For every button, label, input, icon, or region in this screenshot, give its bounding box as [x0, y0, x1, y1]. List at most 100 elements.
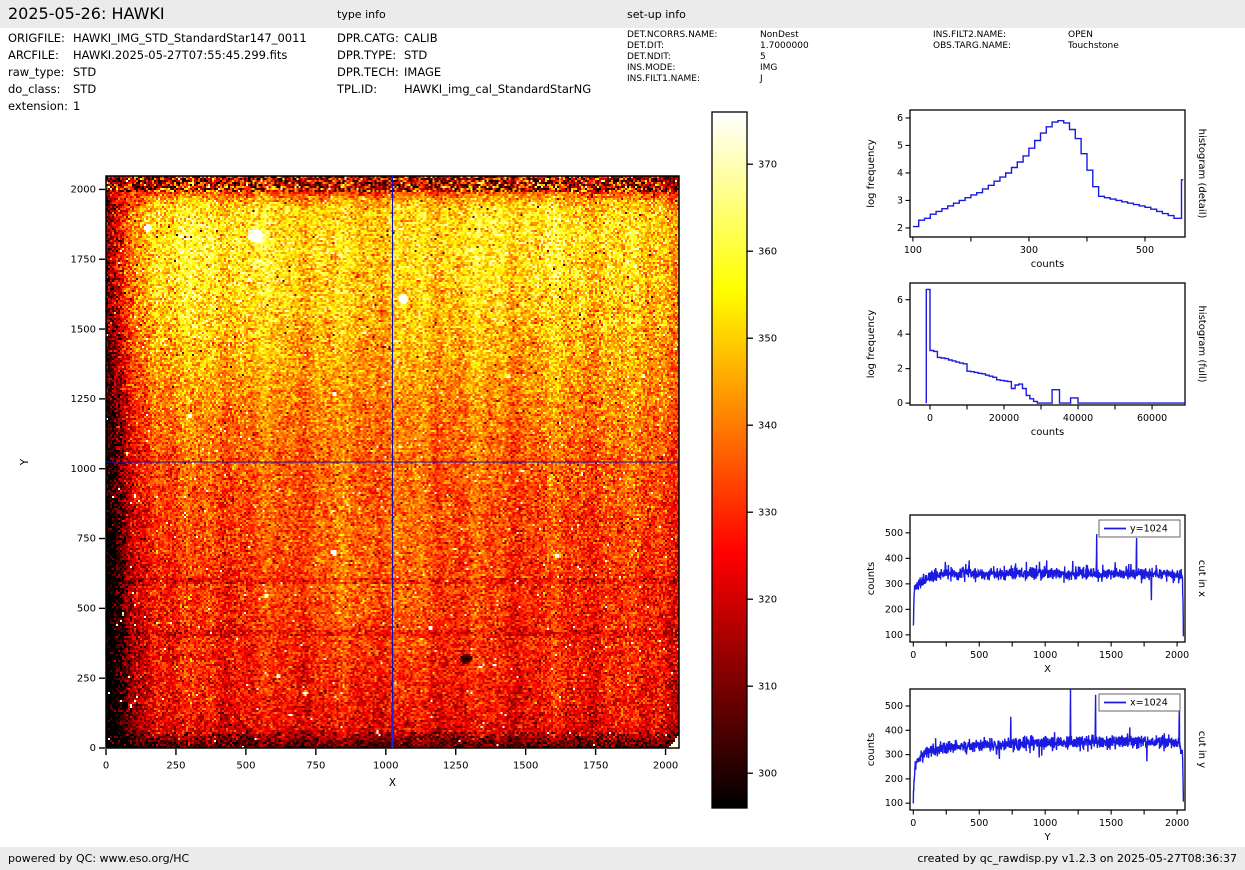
svg-text:1000: 1000: [1033, 650, 1057, 661]
info-value: STD: [73, 65, 97, 79]
info-row: DET.DIT: 1.7000000: [627, 41, 809, 52]
info-value: HAWKI_IMG_STD_StandardStar147_0011: [73, 31, 307, 45]
info-label: DPR.TYPE:: [337, 48, 397, 62]
svg-text:400: 400: [885, 725, 903, 736]
svg-text:200: 200: [885, 604, 903, 615]
svg-text:4: 4: [897, 168, 903, 179]
svg-text:1000: 1000: [71, 464, 96, 475]
svg-text:100: 100: [885, 630, 903, 641]
info-row: do_class: STD: [8, 81, 307, 98]
svg-text:2: 2: [897, 223, 903, 234]
svg-text:310: 310: [758, 681, 777, 692]
legend-cut_x: y=1024: [1098, 519, 1181, 538]
svg-text:40000: 40000: [1063, 413, 1093, 424]
info-row: extension: 1: [8, 98, 307, 115]
info-row: DET.NDIT: 5: [627, 52, 809, 63]
info-value: IMAGE: [404, 65, 442, 79]
svg-text:0: 0: [90, 743, 96, 754]
setup-info-block-1: DET.NCORRS.NAME: NonDest DET.DIT: 1.7000000…: [627, 30, 809, 85]
info-value: HAWKI_img_cal_StandardStarNG: [404, 82, 592, 96]
svg-text:counts: counts: [866, 562, 877, 595]
info-value: 1.7000000: [760, 41, 809, 51]
svg-text:60000: 60000: [1137, 413, 1167, 424]
svg-text:2000: 2000: [71, 185, 96, 196]
svg-text:300: 300: [1020, 245, 1038, 256]
svg-text:Y: Y: [1043, 832, 1051, 843]
info-value: OPEN: [1068, 30, 1093, 40]
svg-text:100: 100: [904, 245, 922, 256]
info-label: DET.NCORRS.NAME:: [627, 30, 718, 40]
type-info-block: DPR.CATG: CALIB DPR.TYPE: STD DPR.TECH: IMAGE…: [337, 30, 591, 98]
info-row: DET.NCORRS.NAME: NonDest: [627, 30, 809, 41]
svg-text:1500: 1500: [1099, 818, 1123, 829]
colorbar-gradient: [712, 112, 747, 808]
info-value: CALIB: [404, 31, 438, 45]
info-value: J: [760, 74, 763, 84]
svg-text:0: 0: [897, 398, 903, 409]
plot-hist_detail: 100 300 500 2 3 4 5 6 log frequency counts histogr…: [866, 109, 1207, 270]
info-value: Touchstone: [1068, 41, 1119, 51]
svg-text:500: 500: [970, 650, 988, 661]
svg-text:6: 6: [897, 295, 903, 306]
info-row: INS.FILT2.NAME: OPEN: [933, 30, 1119, 41]
svg-text:0: 0: [910, 818, 916, 829]
svg-text:2000: 2000: [1165, 818, 1189, 829]
info-label: ARCFILE:: [8, 48, 59, 62]
svg-text:500: 500: [970, 818, 988, 829]
svg-text:0: 0: [103, 761, 109, 772]
svg-text:1750: 1750: [583, 761, 608, 772]
info-row: INS.FILT1.NAME: J: [627, 74, 809, 85]
info-row: INS.MODE: IMG: [627, 63, 809, 74]
info-label: DET.NDIT:: [627, 52, 671, 62]
svg-text:250: 250: [77, 673, 96, 684]
svg-text:500: 500: [885, 701, 903, 712]
info-label: ORIGFILE:: [8, 31, 65, 45]
info-value: STD: [73, 82, 97, 96]
svg-text:6: 6: [897, 113, 903, 124]
svg-text:X: X: [389, 777, 396, 789]
svg-text:500: 500: [77, 604, 96, 615]
info-row: raw_type: STD: [8, 64, 307, 81]
svg-text:1500: 1500: [1099, 650, 1123, 661]
svg-text:log frequency: log frequency: [866, 139, 877, 208]
svg-text:20000: 20000: [989, 413, 1019, 424]
svg-text:500: 500: [1136, 245, 1154, 256]
svg-text:1750: 1750: [71, 254, 96, 265]
svg-text:histogram (detail): histogram (detail): [1196, 129, 1207, 219]
svg-text:5: 5: [897, 141, 903, 152]
svg-text:y=1024: y=1024: [1130, 524, 1168, 535]
svg-text:370: 370: [758, 159, 777, 170]
svg-text:1500: 1500: [71, 324, 96, 335]
detector-image: [106, 176, 679, 748]
svg-text:Y: Y: [19, 458, 31, 466]
info-label: do_class:: [8, 82, 61, 96]
svg-text:2000: 2000: [1165, 650, 1189, 661]
svg-text:X: X: [1044, 664, 1051, 675]
svg-text:2: 2: [897, 364, 903, 375]
footer-bar: powered by QC: www.eso.org/HC created by…: [0, 847, 1245, 870]
info-label: INS.FILT1.NAME:: [627, 74, 701, 84]
footer-right: created by qc_rawdisp.py v1.2.3 on 2025-…: [917, 852, 1237, 865]
info-value: IMG: [760, 63, 778, 73]
info-label: DET.DIT:: [627, 41, 665, 51]
svg-text:histogram (full): histogram (full): [1196, 305, 1207, 382]
svg-text:counts: counts: [1031, 427, 1064, 438]
cut_y-line: [912, 688, 1185, 804]
info-label: DPR.TECH:: [337, 65, 399, 79]
svg-text:1000: 1000: [1033, 818, 1057, 829]
hist_detail-line: [912, 119, 1184, 228]
svg-text:1000: 1000: [373, 761, 398, 772]
svg-text:320: 320: [758, 594, 777, 605]
svg-text:cut in x: cut in x: [1196, 560, 1207, 597]
svg-text:x=1024: x=1024: [1130, 698, 1168, 709]
svg-text:cut in y: cut in y: [1196, 731, 1207, 768]
svg-text:300: 300: [758, 768, 777, 779]
svg-text:250: 250: [166, 761, 185, 772]
plot-cut_x: 0 500 1000 1500 2000 100 200 300 400 500 counts Xcu…: [866, 514, 1207, 675]
svg-text:300: 300: [885, 579, 903, 590]
info-value: STD: [404, 48, 428, 62]
info-label: DPR.CATG:: [337, 31, 399, 45]
info-row: DPR.TECH: IMAGE: [337, 64, 591, 81]
svg-text:1250: 1250: [443, 761, 468, 772]
